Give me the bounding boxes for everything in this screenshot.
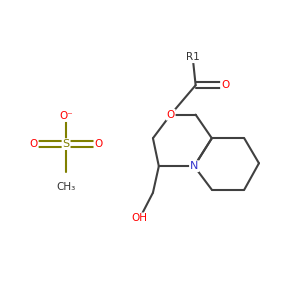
Text: R1: R1 (186, 52, 200, 62)
Text: CH₃: CH₃ (56, 182, 76, 192)
Text: O: O (94, 139, 103, 149)
Text: OH: OH (132, 213, 148, 223)
Text: N: N (190, 161, 198, 171)
Text: S: S (62, 139, 70, 149)
Text: O⁻: O⁻ (59, 111, 73, 121)
Text: O: O (30, 139, 38, 149)
Text: O: O (221, 80, 229, 90)
Text: O: O (167, 110, 175, 120)
